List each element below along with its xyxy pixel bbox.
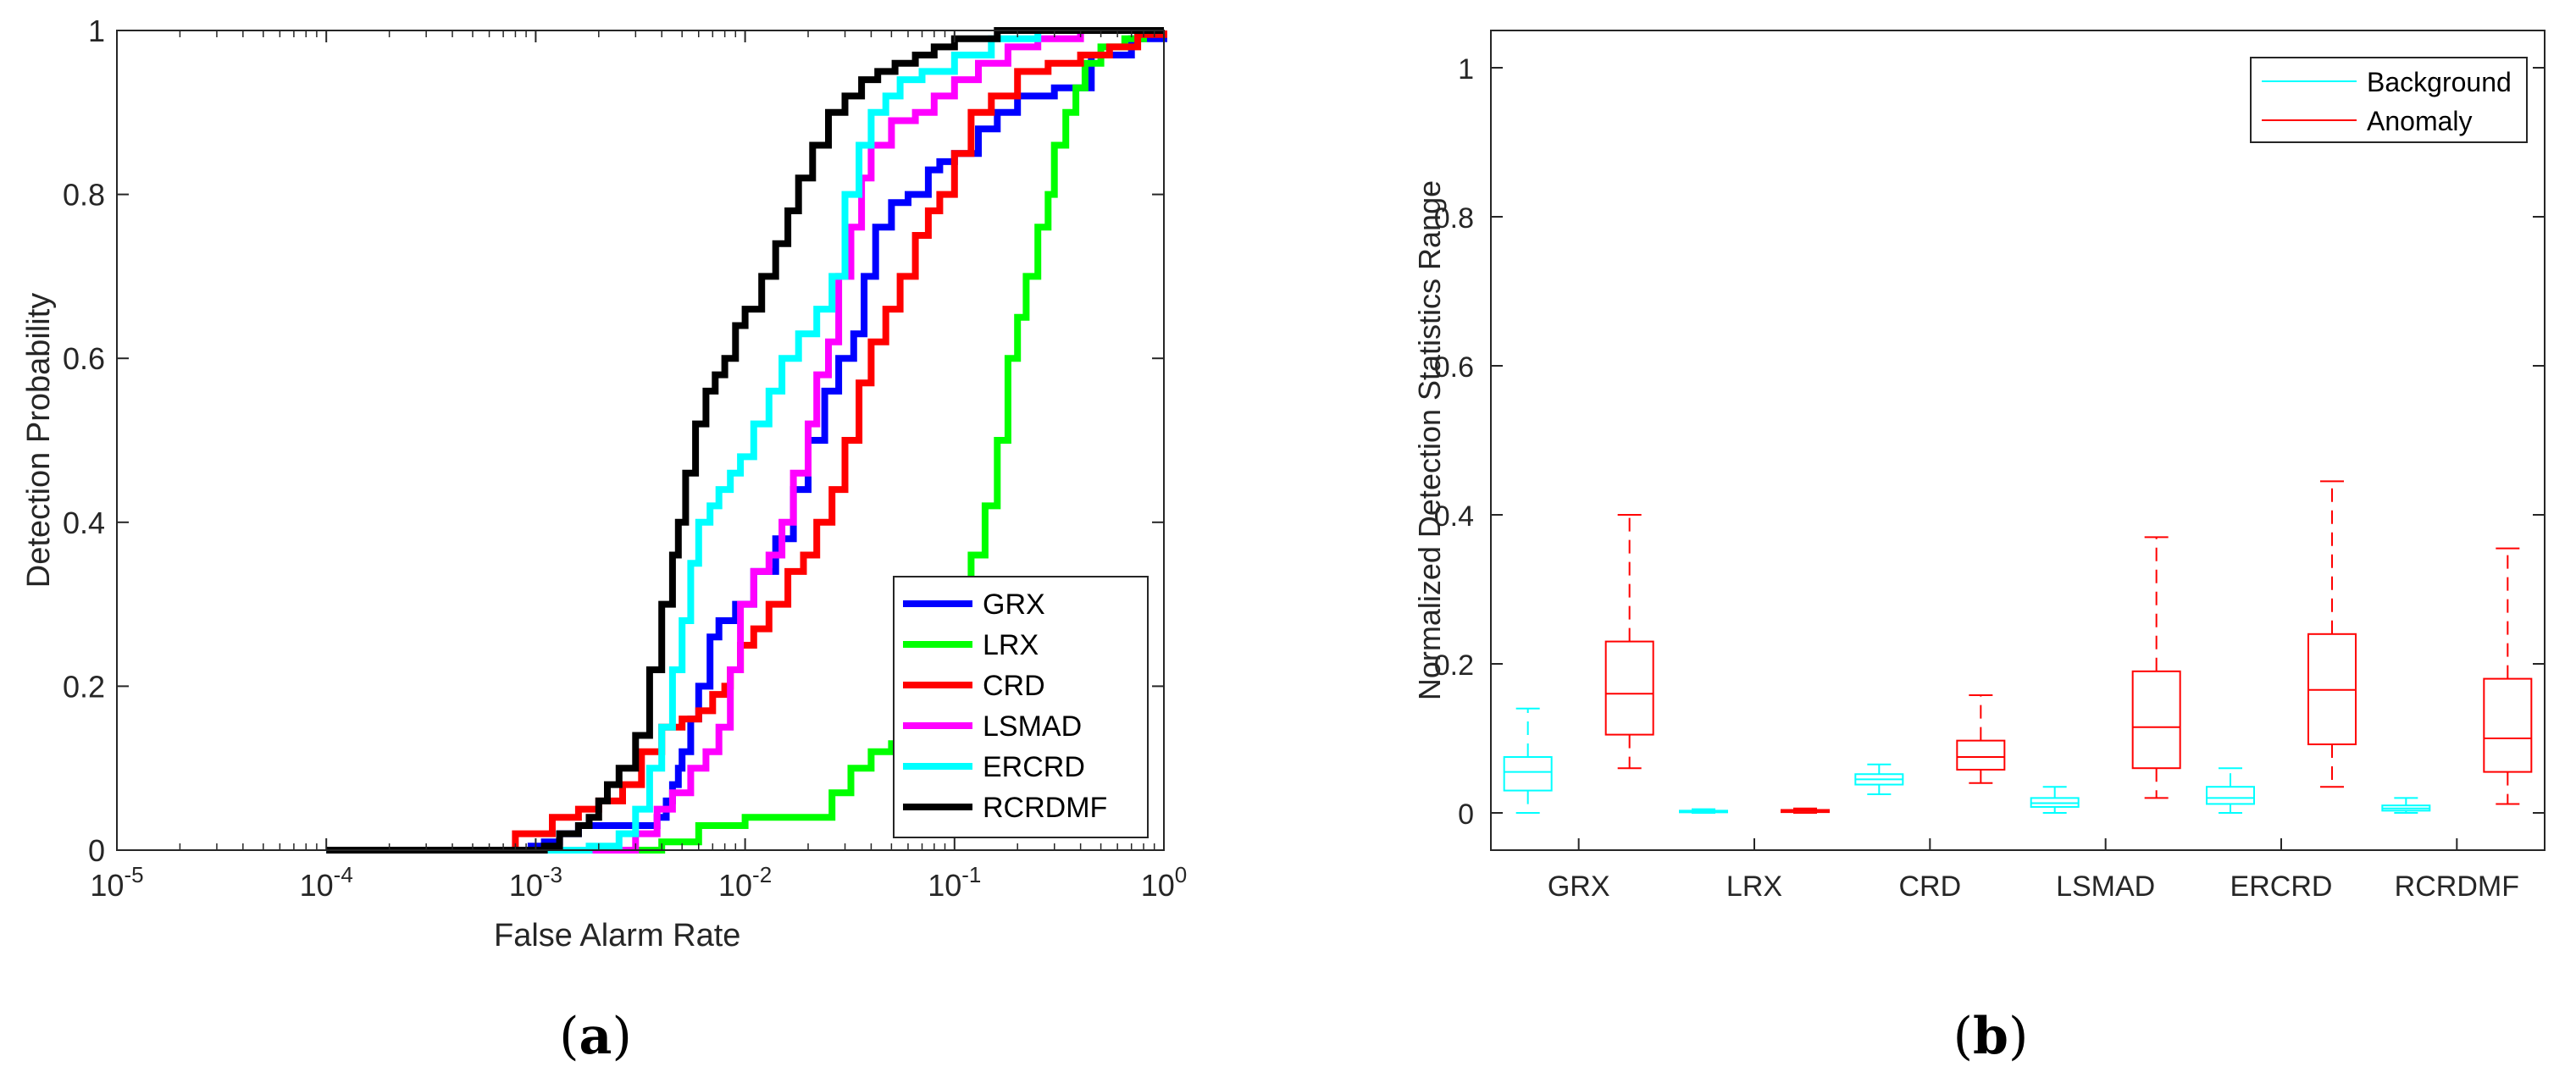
boxplot-y-axis-label: Normalized Detection Statistics Range bbox=[1412, 180, 1447, 700]
box-anomaly-lrx bbox=[1781, 807, 1830, 814]
boxplot-x-ticks: GRX LRX CRD LSMAD ERCRD RCRDMF bbox=[1548, 838, 2519, 903]
y-tick-label: 0 bbox=[1458, 798, 1474, 831]
box-background-lrx bbox=[1679, 808, 1728, 814]
box-iqr bbox=[1604, 640, 1654, 736]
panel-label-b: (b) bbox=[1953, 1007, 2029, 1066]
box-iqr bbox=[2483, 677, 2533, 773]
box-background-ercrd bbox=[2206, 767, 2255, 814]
legend-label-grx: GRX bbox=[983, 588, 1045, 621]
category-label: GRX bbox=[1548, 870, 1610, 903]
y-tick-label: 1 bbox=[1458, 53, 1474, 86]
x-minor-ticks bbox=[116, 30, 1165, 850]
y-tick-label: 0.4 bbox=[63, 506, 105, 540]
roc-curve-lsmad bbox=[326, 27, 1164, 854]
box-anomaly-ercrd bbox=[2307, 480, 2357, 788]
y-tick-label: 0.8 bbox=[63, 178, 105, 213]
box-background-crd bbox=[1854, 763, 1904, 795]
boxplot-y-ticks: 0 0.2 0.4 0.6 0.8 1 bbox=[1434, 53, 2545, 831]
roc-curve-grx bbox=[326, 30, 1167, 854]
legend-label-anomaly: Anomaly bbox=[2367, 106, 2473, 136]
roc-curve-rcrdmf bbox=[326, 27, 1164, 854]
x-tick-label: 10-1 bbox=[928, 862, 981, 903]
roc-legend-box bbox=[893, 576, 1149, 838]
roc-series-group bbox=[326, 27, 1167, 854]
boxplot-frame bbox=[1490, 30, 2546, 851]
box-background-rcrdmf bbox=[2381, 797, 2431, 814]
roc-legend: GRX LRX CRD LSMAD ERCRD RCRDMF bbox=[893, 576, 1149, 838]
box-iqr bbox=[1503, 756, 1553, 792]
roc-plot-frame bbox=[116, 30, 1165, 851]
box-anomaly-crd bbox=[1956, 693, 2006, 784]
category-label: LRX bbox=[1726, 870, 1782, 903]
box-iqr bbox=[2131, 670, 2181, 770]
y-tick-label: 0.4 bbox=[1434, 500, 1474, 533]
roc-y-ticks: 0 0.2 0.4 0.6 0.8 1 bbox=[63, 14, 1164, 868]
roc-curve-ercrd bbox=[326, 27, 1164, 854]
roc-y-axis-label: Detection Probability bbox=[21, 293, 57, 588]
y-tick-label: 0.6 bbox=[1434, 351, 1474, 384]
box-anomaly-lsmad bbox=[2131, 536, 2181, 799]
boxplot-boxes bbox=[1503, 480, 2533, 814]
x-tick-label: 10-4 bbox=[300, 862, 353, 903]
box-anomaly-grx bbox=[1604, 514, 1654, 770]
boxplot-legend: Background Anomaly bbox=[2250, 57, 2528, 143]
category-label: ERCRD bbox=[2230, 870, 2333, 903]
roc-curve-lrx bbox=[326, 27, 1164, 854]
x-tick-label: 10-5 bbox=[90, 862, 143, 903]
category-label: LSMAD bbox=[2056, 870, 2155, 903]
box-background-grx bbox=[1503, 707, 1553, 814]
y-tick-label: 0.2 bbox=[63, 669, 105, 704]
y-tick-label: 0.2 bbox=[1434, 649, 1474, 682]
legend-label-ercrd: ERCRD bbox=[983, 751, 1085, 783]
x-tick-label: 100 bbox=[1141, 862, 1188, 903]
roc-x-axis-label: False Alarm Rate bbox=[494, 918, 740, 953]
box-iqr bbox=[2206, 786, 2255, 805]
roc-panel: 0 0.2 0.4 0.6 0.8 1 10-5 10-4 10-3 10-2 10-1 100 F… bbox=[21, 14, 1187, 1066]
panel-label-a: (a) bbox=[559, 1007, 632, 1066]
box-background-lsmad bbox=[2030, 786, 2080, 814]
category-label: CRD bbox=[1898, 870, 1961, 903]
category-label: RCRDMF bbox=[2395, 870, 2519, 903]
y-tick-label: 0.6 bbox=[63, 341, 105, 376]
legend-label-lsmad: LSMAD bbox=[983, 710, 1082, 743]
legend-label-rcrdmf: RCRDMF bbox=[983, 792, 1107, 824]
boxplot-legend-box bbox=[2250, 57, 2528, 143]
box-iqr bbox=[1956, 739, 2006, 771]
y-tick-label: 0 bbox=[88, 833, 105, 868]
legend-label-lrx: LRX bbox=[983, 629, 1039, 661]
boxplot-panel: 0 0.2 0.4 0.6 0.8 1 GRX LRX CRD LSMAD ERCRD RCRDMF… bbox=[1412, 30, 2546, 1066]
roc-curve-crd bbox=[326, 30, 1167, 854]
legend-label-crd: CRD bbox=[983, 670, 1045, 702]
y-tick-label: 0.8 bbox=[1434, 202, 1474, 235]
roc-x-ticks: 10-5 10-4 10-3 10-2 10-1 100 bbox=[90, 838, 1187, 903]
legend-label-background: Background bbox=[2367, 67, 2512, 97]
x-tick-label: 10-2 bbox=[718, 862, 772, 903]
box-anomaly-rcrdmf bbox=[2483, 547, 2533, 805]
x-tick-label: 10-3 bbox=[509, 862, 562, 903]
y-tick-label: 1 bbox=[88, 14, 105, 48]
